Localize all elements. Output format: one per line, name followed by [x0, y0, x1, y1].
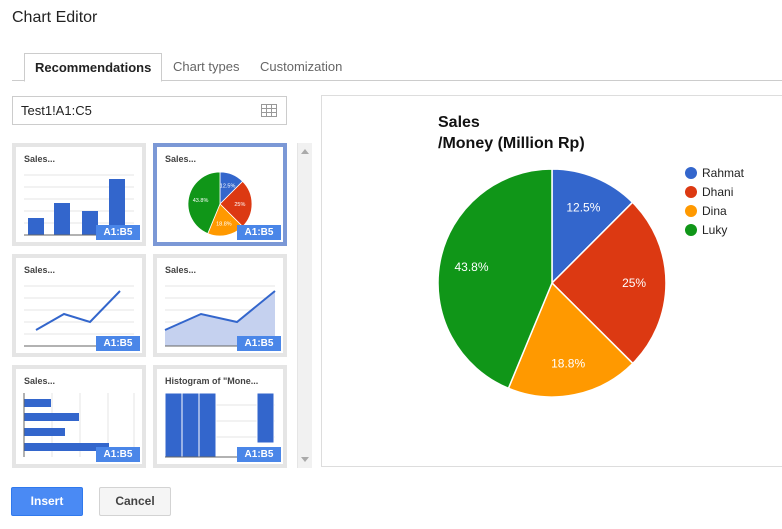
legend-item: Luky [685, 223, 744, 242]
pie-slice-2 [507, 281, 634, 398]
thumbnail-line-chart[interactable]: Sales... A1:B5 [12, 254, 146, 357]
range-badge: A1:B5 [237, 447, 281, 462]
legend-item: Dina [685, 204, 744, 223]
thumbnail-area-chart[interactable]: Sales... A1:B5 [153, 254, 287, 357]
thumbnail-label: Sales... [24, 376, 56, 386]
chart-legend: Rahmat Dhani Dina Luky [685, 166, 744, 242]
pie-slice-3 [437, 168, 553, 390]
mini-pie-slice-label-2: 18.8% [216, 221, 232, 227]
legend-swatch [685, 224, 697, 236]
tab-recommendations[interactable]: Recommendations [24, 53, 163, 82]
range-badge: A1:B5 [237, 336, 281, 351]
data-range-input[interactable] [21, 97, 251, 124]
pie-slice-label-3: 43.8% [454, 260, 488, 274]
pie-slice-label-0: 12.5% [566, 200, 600, 214]
legend-label: Luky [702, 223, 728, 237]
thumbnail-bar-chart[interactable]: Sales... A1:B5 [12, 365, 146, 468]
thumbnail-label: Histogram of "Mone... [165, 376, 259, 386]
legend-label: Dhani [702, 185, 734, 199]
legend-label: Rahmat [702, 166, 745, 180]
legend-item: Rahmat [685, 166, 744, 185]
pie-slice-label-1: 25% [622, 276, 646, 290]
pie-slice-1 [550, 201, 667, 365]
range-badge: A1:B5 [237, 225, 281, 240]
legend-item: Dhani [685, 185, 744, 204]
grid-icon[interactable] [261, 104, 277, 117]
legend-label: Dina [702, 204, 727, 218]
tab-bar: Recommendations Chart types Customizatio… [12, 53, 782, 82]
chart-title-block: Sales /Money (Million Rp) [438, 112, 585, 154]
pie-slice-label-2: 18.8% [551, 357, 585, 371]
thumbnail-pie-chart[interactable]: 12.5% 25% 18.8% 43.8% Sales... A1:B5 [153, 143, 287, 246]
pie-slice-0 [551, 168, 634, 285]
chart-title: Sales [438, 114, 480, 131]
chart-subtitle: /Money (Million Rp) [438, 135, 585, 152]
thumbnail-histogram-chart[interactable]: Histogram of "Mone... A1:B5 [153, 365, 287, 468]
thumbnail-label: Sales... [24, 154, 56, 164]
scroll-up-arrow-icon[interactable] [301, 149, 309, 154]
recommendation-grid: Sales... A1:B5 12.5% 25% 18.8% 43.8% Sales.… [12, 143, 288, 471]
dialog-title: Chart Editor [12, 9, 98, 26]
thumbnail-label: Sales... [24, 265, 56, 275]
data-range-field [12, 96, 287, 125]
insert-button[interactable]: Insert [11, 487, 83, 516]
chart-preview-panel: Sales /Money (Million Rp) 12.5% 25% 18.8% 4… [321, 95, 782, 467]
range-badge: A1:B5 [96, 336, 140, 351]
mini-pie-slice-label-1: 25% [234, 202, 245, 208]
thumbnail-label: Sales... [165, 265, 197, 275]
thumbnail-column-chart[interactable]: Sales... A1:B5 [12, 143, 146, 246]
cancel-button[interactable]: Cancel [99, 487, 171, 516]
legend-swatch [685, 167, 697, 179]
line-chart-preview [24, 285, 134, 347]
mini-pie-slice-label-0: 12.5% [220, 184, 236, 190]
legend-swatch [685, 205, 697, 217]
pie-chart: 12.5% 25% 18.8% 43.8% [437, 168, 667, 398]
thumbnail-label: Sales... [165, 154, 197, 164]
pie-chart-preview: 12.5% 25% 18.8% 43.8% [187, 171, 253, 237]
mini-pie-slice-3 [187, 171, 221, 235]
mini-pie-slice-label-3: 43.8% [193, 198, 209, 204]
thumbnail-scrollbar[interactable] [297, 143, 312, 468]
range-badge: A1:B5 [96, 447, 140, 462]
legend-swatch [685, 186, 697, 198]
tab-chart-types[interactable]: Chart types [173, 59, 240, 74]
range-badge: A1:B5 [96, 225, 140, 240]
bar-chart-preview [23, 393, 135, 457]
tab-customization[interactable]: Customization [260, 59, 343, 74]
mini-pie-slice-1 [219, 180, 253, 228]
scroll-down-arrow-icon[interactable] [301, 457, 309, 462]
